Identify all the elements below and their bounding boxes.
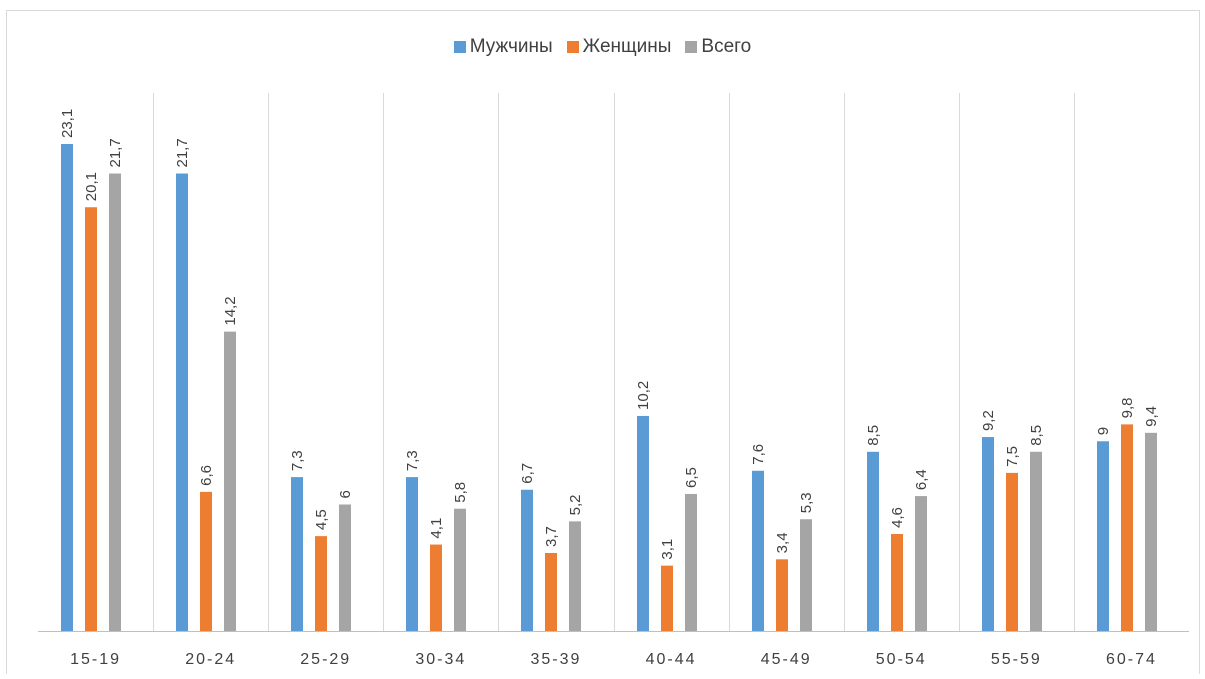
data-label: 9,8: [1119, 398, 1136, 419]
data-label: 5,8: [452, 482, 469, 503]
bar: [800, 519, 812, 631]
data-label: 3,7: [543, 526, 560, 547]
data-label: 4,6: [889, 507, 906, 528]
legend: Мужчины Женщины Всего: [0, 36, 1205, 58]
data-label: 7,3: [289, 450, 306, 471]
data-label: 9,4: [1143, 406, 1160, 427]
bar: [569, 521, 581, 631]
x-tick-label: 30-34: [415, 651, 466, 668]
legend-label-women: Женщины: [582, 36, 672, 57]
data-label: 3,1: [659, 539, 676, 560]
x-tick-label: 60-74: [1106, 651, 1157, 668]
data-label: 20,1: [83, 172, 100, 201]
data-label: 6,7: [519, 463, 536, 484]
bar: [224, 331, 236, 631]
bar: [85, 207, 97, 631]
bar: [867, 451, 879, 631]
bar: [1006, 472, 1018, 631]
bar: [1145, 432, 1157, 631]
data-label: 9: [1095, 427, 1112, 435]
x-tick-label: 20-24: [185, 651, 236, 668]
data-label: 8,5: [865, 425, 882, 446]
bar: [339, 504, 351, 631]
data-label: 7,6: [750, 444, 767, 465]
chart-frame: [6, 10, 1200, 674]
bar: [521, 489, 533, 631]
data-label: 8,5: [1028, 425, 1045, 446]
bar: [661, 565, 673, 631]
x-tick-label: 55-59: [991, 651, 1042, 668]
data-label: 7,5: [1004, 446, 1021, 467]
legend-item-total: Всего: [685, 36, 751, 58]
data-label: 23,1: [59, 109, 76, 138]
bar: [1121, 424, 1133, 631]
bar: [545, 552, 557, 631]
bar: [752, 470, 764, 631]
bar: [915, 496, 927, 631]
bar: [637, 415, 649, 631]
bar: [200, 491, 212, 631]
data-label: 6,5: [683, 467, 700, 488]
data-label: 4,5: [313, 509, 330, 530]
bar: [1030, 451, 1042, 631]
data-label: 6,4: [913, 469, 930, 490]
bar: [176, 173, 188, 632]
data-label: 5,3: [798, 492, 815, 513]
data-label: 3,4: [774, 532, 791, 553]
x-tick-label: 40-44: [646, 651, 697, 668]
bar: [291, 477, 303, 631]
bar: [982, 437, 994, 631]
bar: [891, 534, 903, 631]
x-tick-label: 35-39: [530, 651, 581, 668]
bar: [315, 536, 327, 631]
bar: [1097, 441, 1109, 631]
bar: [406, 477, 418, 631]
data-label: 9,2: [980, 410, 997, 431]
legend-label-men: Мужчины: [469, 36, 553, 57]
legend-item-women: Женщины: [566, 36, 672, 58]
bar: [685, 493, 697, 631]
legend-item-men: Мужчины: [453, 36, 553, 58]
bar: [776, 559, 788, 631]
data-label: 7,3: [404, 450, 421, 471]
x-tick-label: 25-29: [300, 651, 351, 668]
data-label: 6: [337, 490, 354, 498]
data-label: 5,2: [567, 495, 584, 516]
x-tick-label: 50-54: [876, 651, 927, 668]
bar: [454, 508, 466, 631]
x-tick-label: 45-49: [761, 651, 812, 668]
data-label: 21,7: [107, 138, 124, 167]
legend-swatch-total: [685, 41, 698, 53]
bar: [109, 173, 121, 632]
bar: [61, 144, 73, 631]
legend-swatch-men: [453, 41, 466, 53]
data-label: 14,2: [222, 296, 239, 325]
data-label: 21,7: [174, 138, 191, 167]
data-label: 4,1: [428, 518, 445, 539]
legend-swatch-women: [566, 41, 579, 53]
data-label: 10,2: [635, 381, 652, 410]
data-label: 6,6: [198, 465, 215, 486]
legend-label-total: Всего: [701, 36, 752, 57]
bar: [430, 544, 442, 631]
x-tick-label: 15-19: [70, 651, 121, 668]
